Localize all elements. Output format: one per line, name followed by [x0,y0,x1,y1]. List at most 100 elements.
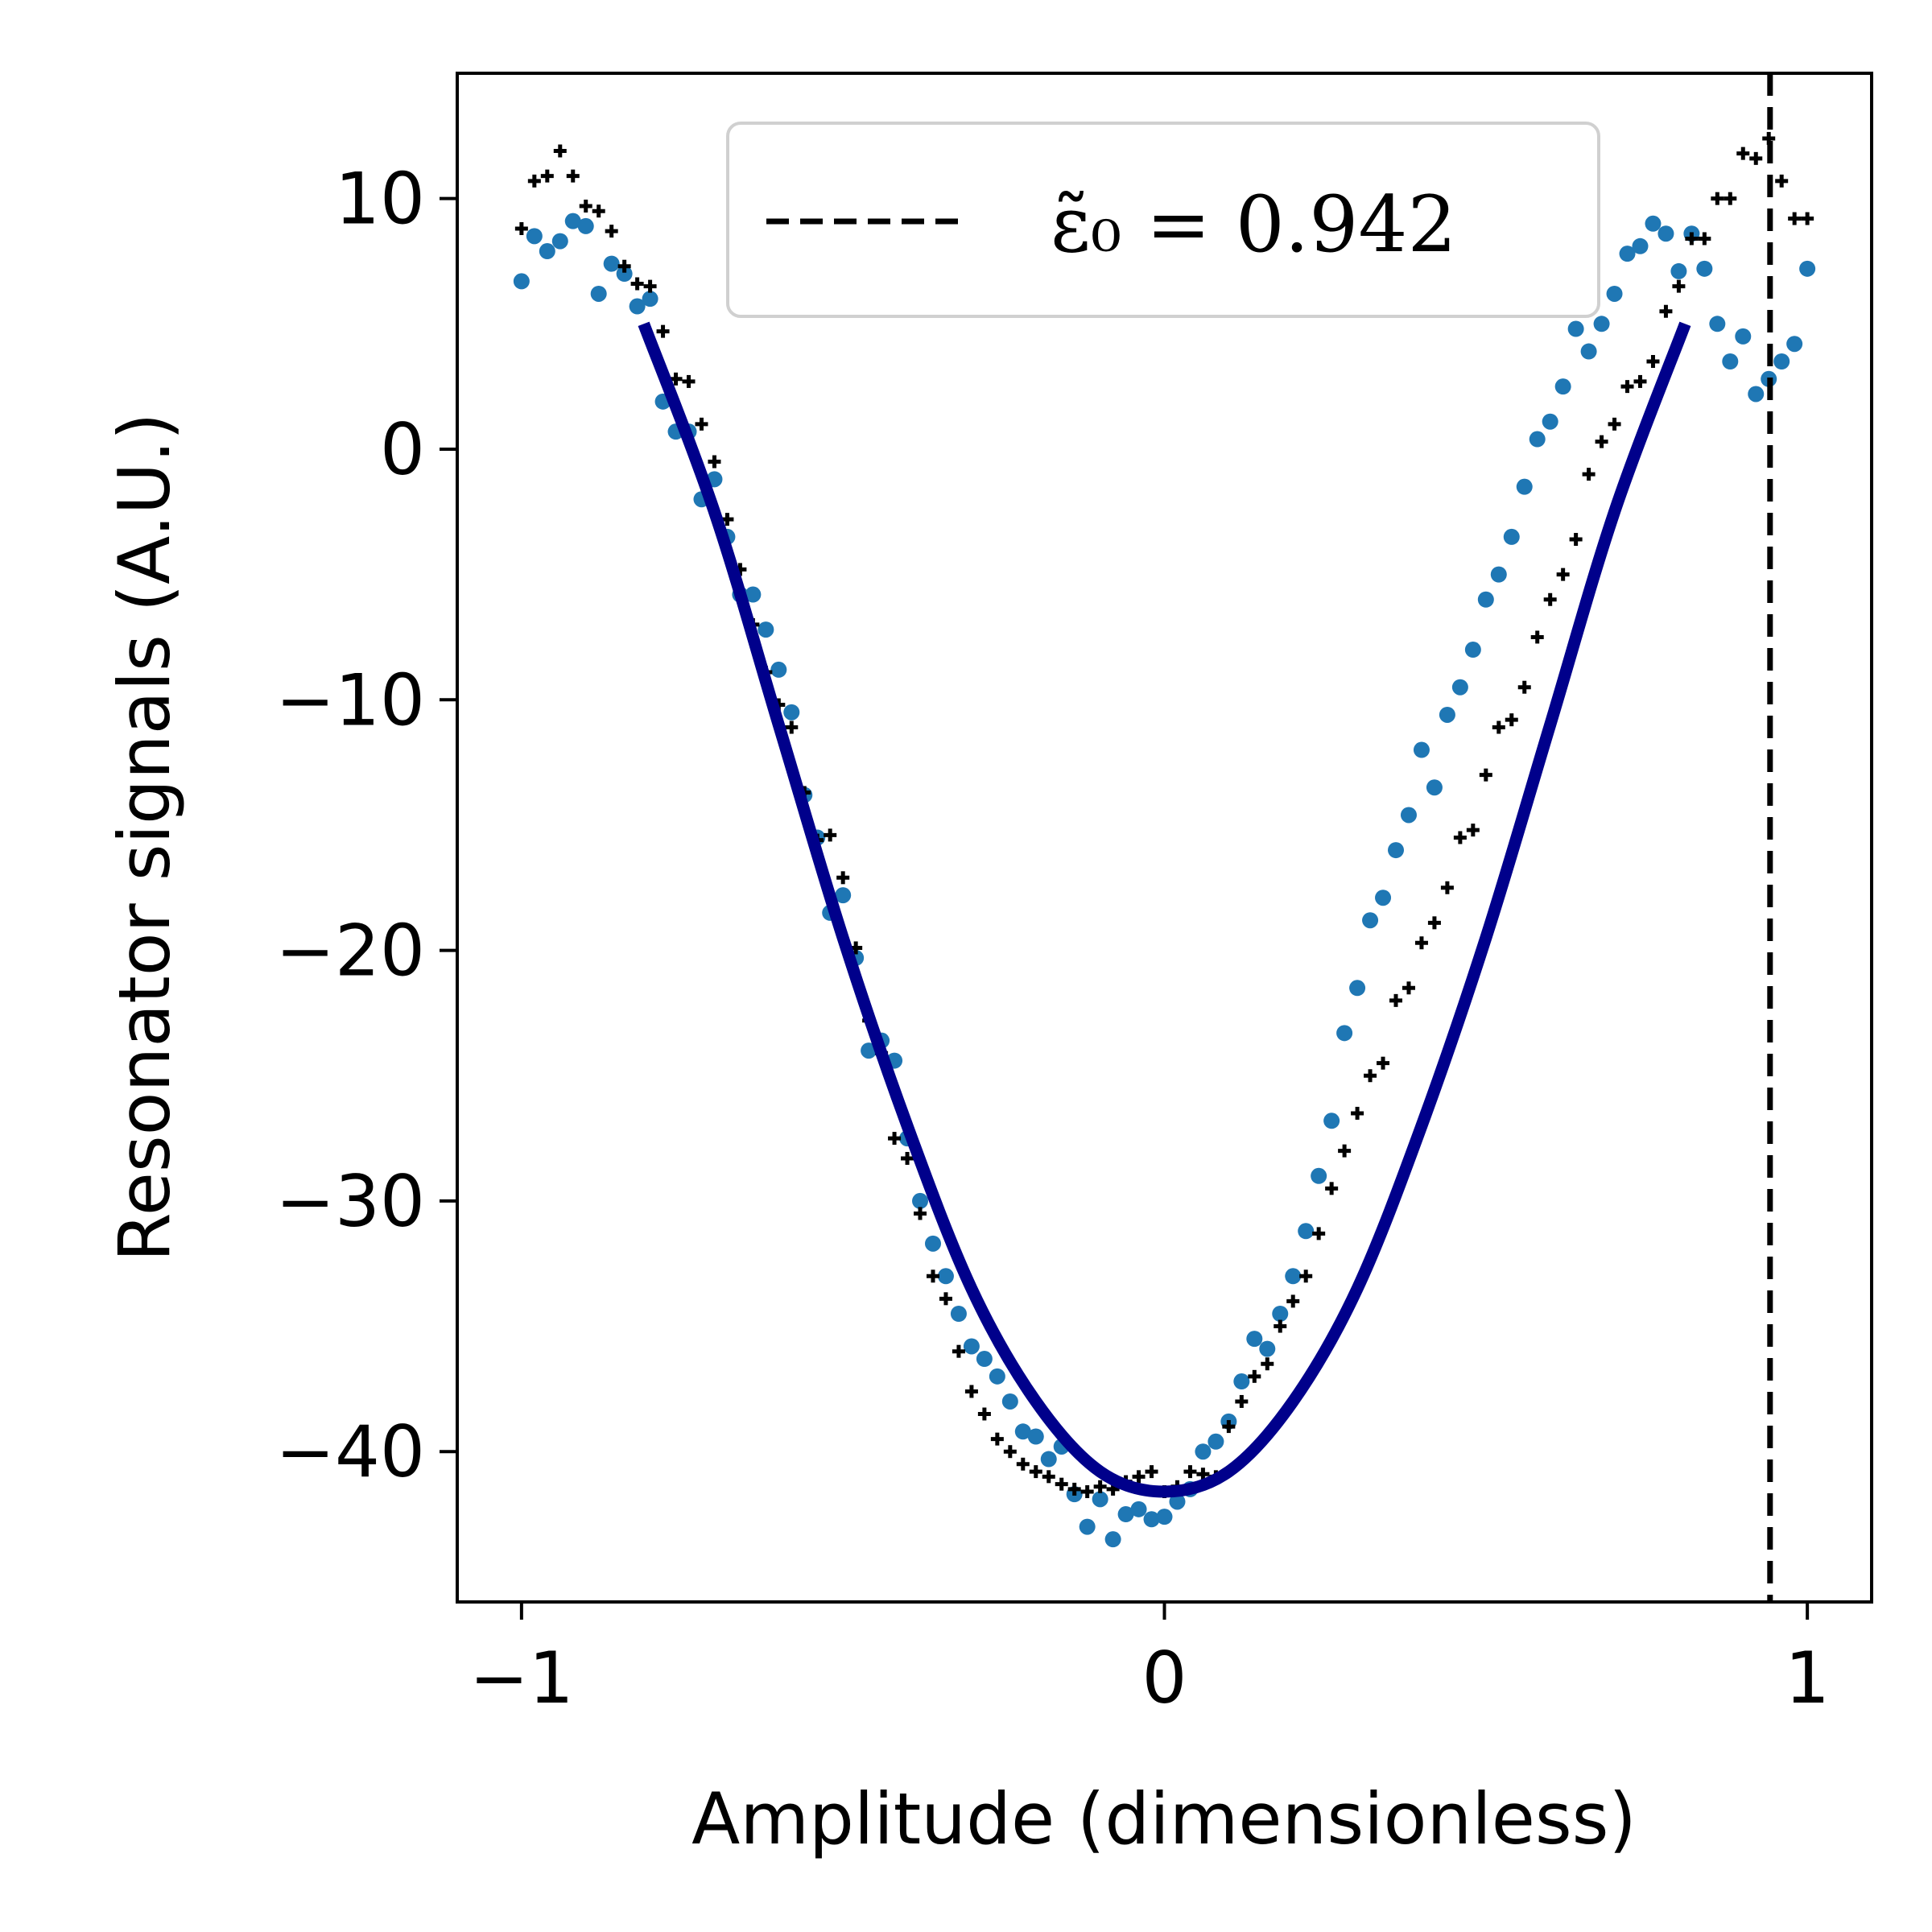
data-point [527,174,541,188]
data-point [926,1269,939,1283]
data-point [1567,320,1584,337]
data-point [1632,237,1649,254]
data-point [1477,591,1494,608]
data-point [1001,1393,1018,1410]
data-point [1464,642,1481,658]
data-point [1299,1269,1313,1283]
data-point [1351,1106,1364,1120]
data-point [1016,1457,1030,1471]
data-point [950,1305,967,1322]
data-point [629,298,646,315]
data-point [1104,1531,1121,1548]
data-point [1773,353,1790,370]
plot-background [457,73,1872,1602]
y-axis-label: Resonator signals (A.U.) [103,412,186,1261]
data-point [1196,1468,1210,1481]
data-point [1685,232,1699,246]
data-point [643,279,657,293]
y-tick-label: −10 [275,658,425,741]
x-axis: −1 0 1 [469,1602,1830,1719]
data-point [1439,706,1455,723]
data-point [1698,232,1711,246]
data-point [861,1042,877,1059]
data-point [1402,981,1415,995]
data-point [513,273,530,290]
data-point [1490,566,1507,583]
data-point [1619,246,1636,262]
data-point [603,255,620,272]
data-point [977,1407,991,1421]
data-point [1130,1501,1147,1517]
data-point [1645,215,1662,232]
data-point [577,217,594,234]
data-point [1132,1470,1146,1484]
data-point [990,1432,1004,1446]
data-point [1672,279,1686,293]
data-point [1248,1369,1261,1383]
data-point [1208,1433,1224,1450]
data-point [1492,720,1505,734]
data-point [964,1385,978,1398]
data-point [758,621,774,638]
data-point [1259,1340,1276,1357]
data-point [1055,1477,1068,1491]
data-point [1479,768,1492,782]
data-point [1067,1482,1081,1496]
data-point [1145,1465,1158,1479]
data-point [1657,225,1674,242]
data-point [1029,1465,1042,1479]
data-point [963,1338,980,1355]
data-point [1233,1373,1250,1390]
data-point [605,225,618,238]
data-point [1183,1465,1197,1479]
y-axis: 10 0 −10 −20 −30 −40 [275,158,457,1493]
x-tick-label: 0 [1142,1637,1187,1719]
data-point [952,1344,965,1358]
data-point [1724,192,1737,205]
data-point [976,1351,993,1368]
y-tick-label: 10 [335,158,425,241]
data-point [1285,1268,1302,1285]
data-point [745,586,762,603]
legend-label: ε̃₀ = 0.942 [1051,180,1457,270]
data-point [1711,192,1724,205]
data-point [783,704,800,720]
fit-layer [638,321,1691,1498]
data-point [656,324,670,338]
data-point [901,1151,914,1165]
data-point [616,266,633,283]
data-point [1748,386,1765,402]
data-point [1414,936,1428,950]
data-point [514,222,528,236]
data-point [1169,1493,1186,1510]
data-point [1323,1113,1340,1129]
data-point [540,169,554,183]
data-point [1451,679,1468,696]
data-point [539,243,555,260]
data-point [1735,328,1752,345]
data-point [1503,528,1520,545]
data-point [939,1292,952,1306]
data-point [1375,890,1392,906]
data-point [1079,1518,1096,1535]
data-point [1014,1423,1031,1440]
data-point [1801,212,1814,225]
data-point [1709,316,1726,332]
data-point [1117,1506,1134,1523]
data-point [1312,1227,1326,1241]
data-point [989,1368,1005,1385]
series-0 [513,213,1816,1548]
data-point [1595,435,1608,448]
data-point [1606,285,1623,302]
data-point [770,661,787,678]
data-point [1222,1420,1236,1434]
data-point [1274,1319,1287,1333]
data-point [1593,316,1610,332]
data-point [553,144,567,158]
data-point [1696,260,1713,277]
data-point [912,1192,929,1209]
data-point [924,1235,941,1252]
data-point [1364,1069,1377,1083]
data-point [836,871,850,885]
data-point [937,1268,954,1285]
